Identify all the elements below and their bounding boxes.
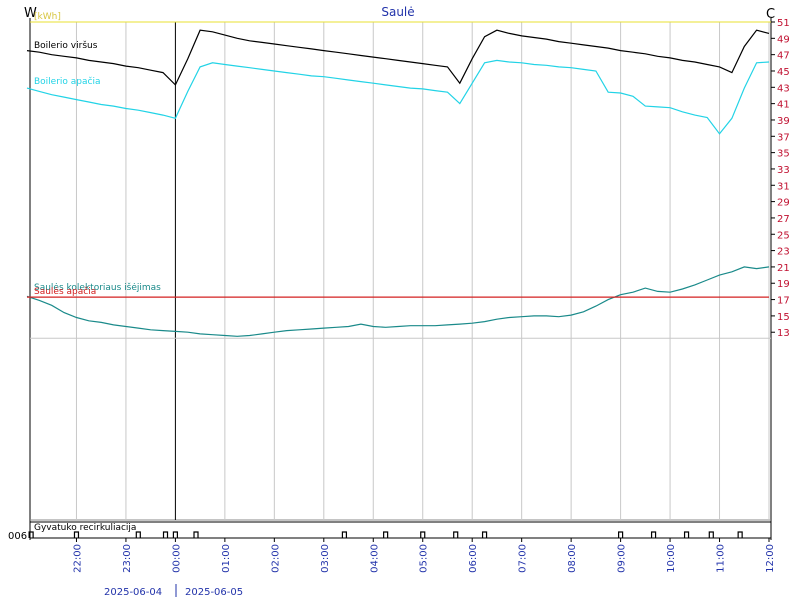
series-line	[26, 59, 770, 135]
recirc-pulse	[135, 531, 141, 538]
x-tick-label: 22:00	[72, 544, 83, 573]
x-tick-label: 01:00	[221, 544, 232, 573]
series-line	[26, 29, 770, 86]
x-tick-label: 09:00	[617, 544, 628, 573]
x-tick-label: 23:00	[122, 544, 133, 573]
y-tick-label: 21	[777, 263, 790, 274]
recirc-pulse	[650, 531, 657, 538]
y-tick-label: 35	[777, 149, 790, 160]
y-tick-label: 29	[777, 198, 790, 209]
y-tick-label: 27	[777, 214, 790, 225]
y-tick-label: 17	[777, 296, 790, 307]
chart-title: Saulė	[381, 5, 414, 19]
recirc-pulse	[481, 531, 488, 538]
recirc-pulse	[737, 531, 743, 538]
y-tick-label: 49	[777, 34, 790, 45]
y-tick-label: 31	[777, 181, 790, 192]
y-tick-label: 33	[777, 165, 790, 176]
y-tick-label: 15	[777, 312, 790, 323]
x-tick-label: 03:00	[320, 544, 331, 573]
recirc-pulse	[383, 531, 389, 538]
recirc-id: 006	[8, 531, 27, 542]
x-tick-label: 04:00	[369, 544, 380, 573]
recirc-pulse	[618, 531, 624, 538]
right-axis-label: C	[766, 7, 775, 22]
recirc-pulse	[683, 531, 690, 538]
x-tick-label: 12:00	[765, 544, 776, 573]
x-tick-label: 05:00	[419, 544, 430, 573]
series-label: Saulės apačia	[34, 286, 96, 297]
recirc-pulse	[341, 531, 348, 538]
recirc-pulse	[193, 531, 199, 538]
series-label: Boilerio apačia	[34, 76, 101, 87]
recirc-pulse	[162, 531, 169, 538]
left-axis-label: W	[24, 6, 37, 21]
y-tick-label: 39	[777, 116, 790, 127]
x-tick-label: 11:00	[716, 544, 727, 573]
series-line	[26, 266, 770, 337]
recirc-strip	[29, 521, 772, 539]
y-tick-label: 47	[777, 51, 790, 62]
date-label: 2025-06-04	[104, 587, 162, 598]
y-tick-label: 25	[777, 230, 790, 241]
y-tick-label: 23	[777, 247, 790, 258]
recirc-pulse	[420, 531, 426, 538]
y-tick-label: 13	[777, 328, 790, 339]
x-tick-label: 08:00	[567, 544, 578, 573]
x-tick-label: 00:00	[171, 544, 182, 573]
unit-label: [kWh]	[34, 12, 61, 22]
recirc-pulse	[172, 531, 178, 538]
date-label: 2025-06-05	[185, 587, 243, 598]
series-label: Saulės kolektoriaus išėjimas	[34, 282, 161, 293]
recirc-pulse	[453, 531, 459, 538]
y-tick-label: 37	[777, 132, 790, 143]
recirc-pulse	[708, 531, 714, 538]
x-tick-label: 02:00	[270, 544, 281, 573]
x-tick-label: 06:00	[468, 544, 479, 573]
x-tick-label: 10:00	[666, 544, 677, 573]
y-tick-label: 45	[777, 67, 790, 78]
series-label: Boilerio viršus	[34, 40, 98, 51]
recirc-pulse	[73, 531, 80, 538]
recirc-label: Gyvatuko recirkuliacija	[34, 523, 136, 533]
recirc-pulse	[28, 531, 34, 538]
y-tick-label: 43	[777, 83, 790, 94]
y-tick-label: 41	[777, 100, 790, 111]
y-tick-label: 19	[777, 279, 790, 290]
x-tick-label: 07:00	[518, 544, 529, 573]
y-tick-label: 51	[777, 18, 790, 29]
